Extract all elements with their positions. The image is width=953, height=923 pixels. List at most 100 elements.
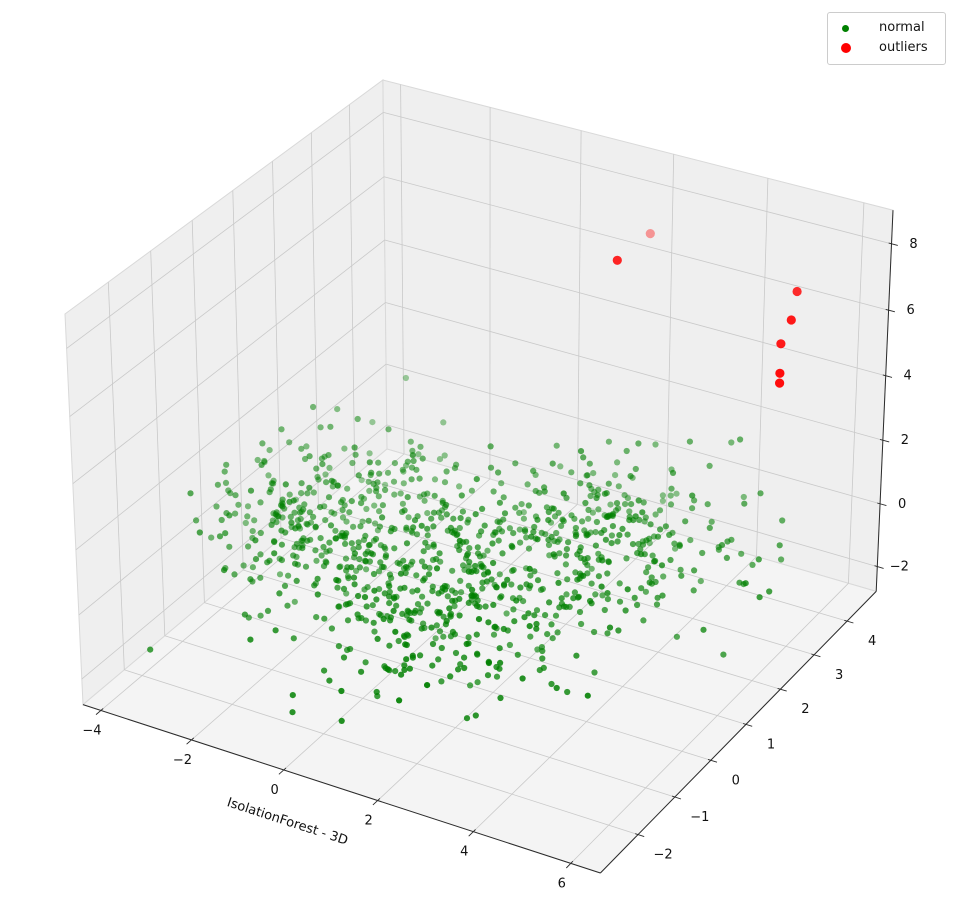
normal-point: [384, 469, 392, 476]
normal-point: [420, 548, 427, 555]
normal-point: [587, 492, 594, 500]
normal-point: [456, 483, 463, 490]
normal-point: [216, 533, 224, 540]
normal-point: [440, 633, 447, 640]
normal-point: [410, 457, 417, 465]
normal-point: [632, 465, 639, 473]
normal-point: [247, 636, 254, 643]
normal-point: [379, 514, 386, 521]
grid-line: [72, 239, 385, 485]
normal-point: [376, 586, 383, 593]
normal-point: [511, 618, 518, 625]
grid-line: [191, 478, 491, 741]
normal-point: [607, 501, 614, 508]
normal-point: [371, 587, 378, 594]
normal-point: [622, 501, 629, 508]
normal-point: [328, 477, 335, 484]
normal-point: [530, 467, 537, 474]
normal-point: [495, 537, 502, 544]
normal-point: [595, 486, 602, 493]
normal-point: [312, 523, 319, 530]
panes: [64, 79, 894, 874]
normal-point: [590, 470, 597, 477]
normal-point: [345, 575, 352, 582]
normal-point: [605, 559, 612, 566]
normal-point: [341, 445, 348, 452]
normal-point: [419, 593, 426, 600]
normal-point: [571, 589, 579, 596]
normal-point: [447, 673, 454, 680]
normal-point: [755, 556, 762, 563]
normal-point: [539, 647, 546, 655]
normal-point: [407, 438, 414, 445]
normal-point: [147, 646, 154, 653]
normal-point: [740, 493, 747, 501]
normal-point: [366, 450, 373, 457]
normal-point: [604, 596, 612, 603]
normal-point: [526, 565, 533, 573]
normal-point: [404, 607, 411, 614]
normal-point: [553, 529, 560, 537]
normal-point: [370, 619, 377, 626]
normal-point: [652, 557, 659, 565]
normal-point: [591, 669, 598, 676]
legend-label-normal: normal: [879, 20, 925, 35]
normal-point: [352, 451, 359, 458]
tick-mark: [635, 833, 645, 838]
normal-point: [426, 564, 433, 572]
normal-point: [365, 517, 372, 524]
normal-point: [509, 544, 516, 551]
normal-point: [433, 622, 440, 629]
normal-point: [457, 661, 464, 668]
grid-line: [75, 302, 386, 551]
normal-point: [517, 584, 524, 591]
normal-point: [291, 509, 298, 516]
normal-point: [463, 552, 471, 559]
normal-point: [321, 667, 328, 674]
normal-point: [548, 533, 555, 541]
normal-point: [645, 564, 652, 571]
normal-point: [327, 423, 334, 430]
normal-point: [449, 567, 456, 574]
normal-point: [278, 541, 285, 548]
normal-point: [465, 599, 472, 607]
grid-line: [473, 556, 757, 832]
normal-point: [508, 581, 515, 588]
normal-point: [559, 516, 566, 523]
tick-mark: [186, 737, 195, 745]
normal-point: [373, 688, 380, 696]
normal-point: [413, 531, 421, 538]
normal-point: [317, 424, 324, 431]
normal-point: [362, 532, 369, 540]
normal-point: [687, 537, 694, 544]
normal-point: [376, 508, 383, 515]
normal-point: [406, 616, 413, 623]
normal-point: [484, 672, 492, 679]
normal-point: [311, 582, 318, 589]
normal-point: [447, 610, 455, 618]
normal-point: [435, 656, 442, 663]
normal-point: [328, 625, 335, 632]
normal-point: [428, 515, 435, 522]
normal-point: [187, 490, 194, 497]
normal-point: [348, 564, 355, 571]
normal-point: [300, 506, 307, 513]
normal-point: [520, 509, 527, 516]
normal-point: [638, 585, 645, 592]
normal-point: [344, 485, 351, 492]
normal-point: [339, 507, 346, 514]
normal-point: [738, 550, 745, 557]
outlier-point: [775, 378, 785, 388]
normal-point: [368, 550, 375, 557]
normal-point: [302, 563, 310, 570]
normal-point: [421, 563, 428, 570]
normal-point: [375, 493, 382, 500]
normal-point: [334, 584, 341, 591]
normal-point: [542, 612, 549, 619]
normal-point: [286, 491, 293, 498]
normal-point: [653, 601, 661, 608]
outlier-point: [645, 229, 655, 239]
normal-point: [425, 571, 433, 578]
normal-point: [214, 481, 221, 488]
legend-item-outliers: outliers: [834, 38, 937, 58]
